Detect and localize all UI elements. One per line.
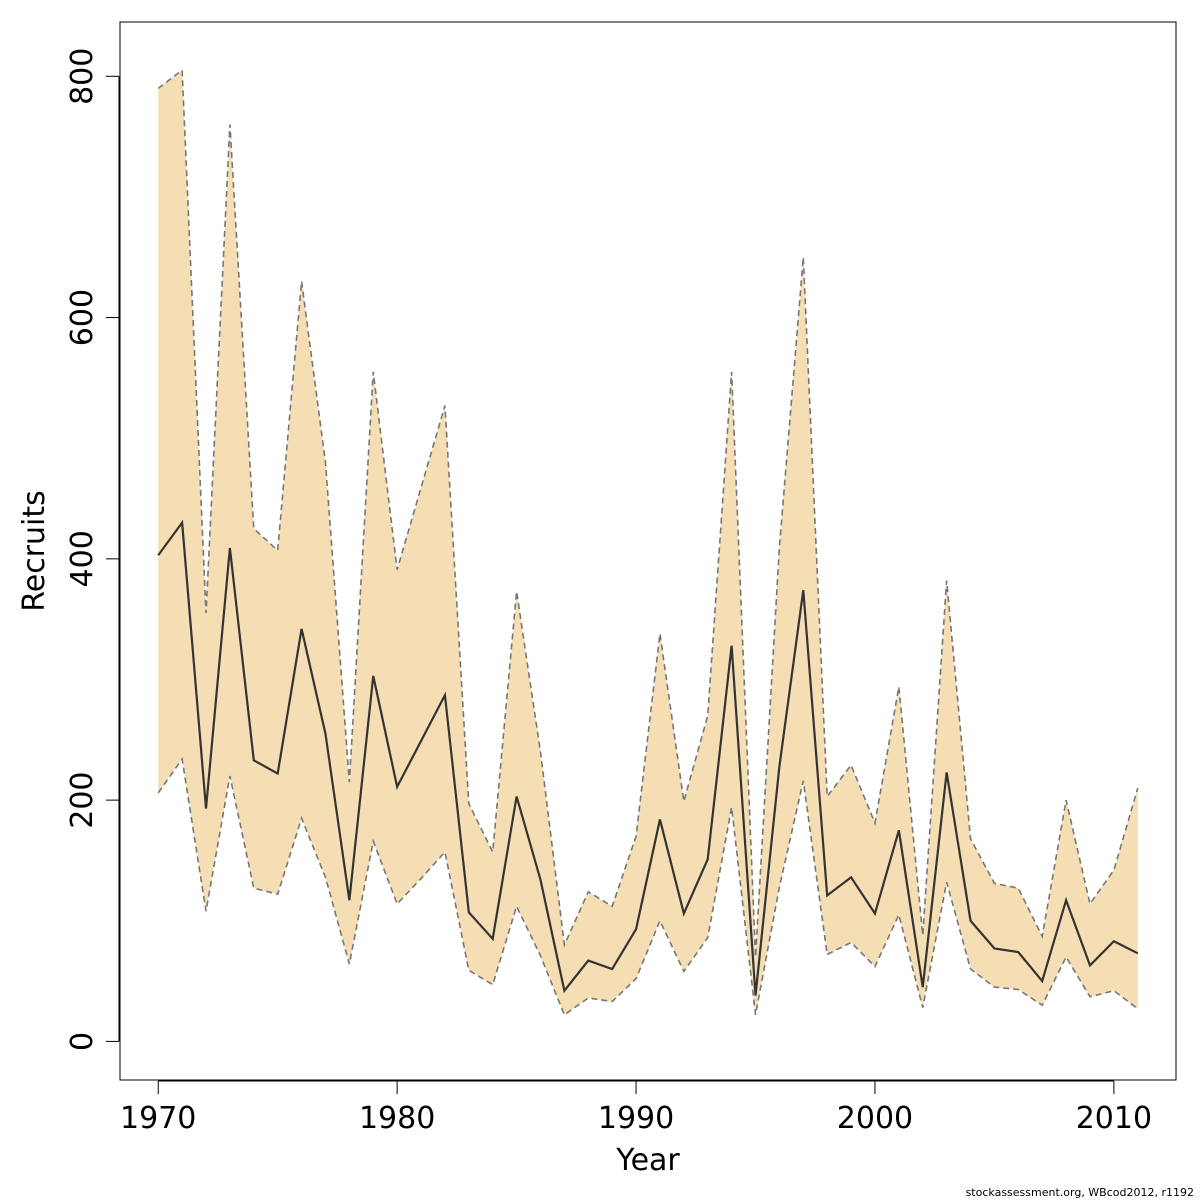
x-tick-label: 1980	[359, 1101, 435, 1136]
y-tick-label: 800	[65, 48, 100, 105]
y-tick-label: 0	[65, 1032, 100, 1051]
x-tick-label: 2010	[1076, 1101, 1152, 1136]
series-lines-layer	[157, 68, 1139, 1017]
footer-credit: stockassessment.org, WBcod2012, r1192	[966, 1186, 1194, 1199]
y-tick-label: 200	[65, 771, 100, 828]
confidence-band-layer	[158, 70, 1138, 1015]
x-tick-label: 2000	[837, 1101, 913, 1136]
y-axis-title: Recruits	[17, 490, 52, 612]
confidence-band	[158, 70, 1138, 1015]
y-tick-label: 600	[65, 289, 100, 346]
y-tick-label: 400	[65, 530, 100, 587]
x-axis-title: Year	[615, 1143, 680, 1178]
x-tick-label: 1970	[120, 1101, 196, 1136]
x-tick-label: 1990	[598, 1101, 674, 1136]
recruits-estimate-line	[157, 519, 1139, 996]
axes-layer: 1970 1980 1990 2000 2010 0 200 400 600 800	[65, 48, 1152, 1136]
plot-frame	[119, 21, 1177, 1081]
lower-bound-line	[157, 757, 1139, 1017]
upper-bound-line	[157, 68, 1139, 957]
